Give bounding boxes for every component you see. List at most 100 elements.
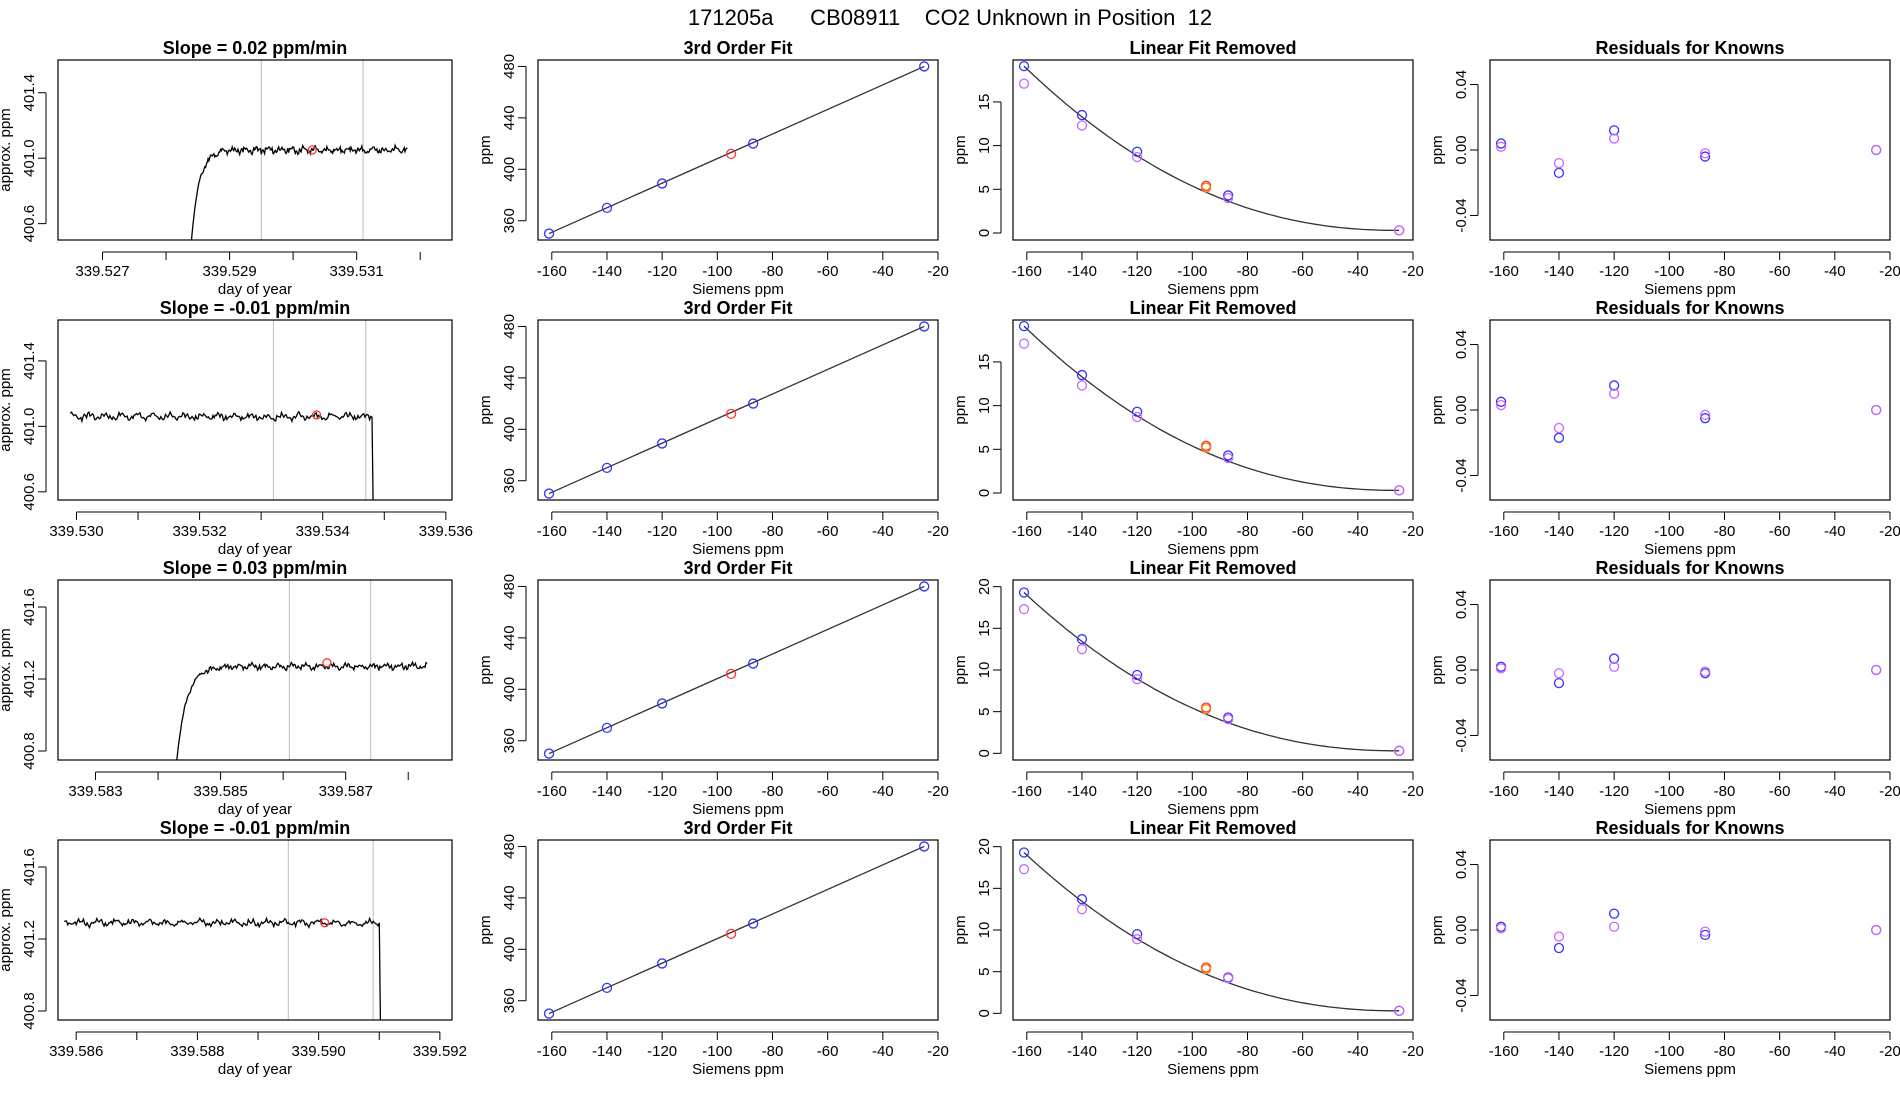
y-tick-label: 0 bbox=[976, 749, 993, 757]
figure-title: 171205a CB08911 CO2 Unknown in Position … bbox=[687, 5, 1213, 30]
data-point bbox=[1608, 125, 1620, 136]
plot-area bbox=[190, 143, 408, 240]
x-tick-label: -160 bbox=[1489, 1043, 1519, 1060]
data-point bbox=[1076, 644, 1088, 655]
data-point bbox=[1495, 141, 1507, 152]
plot-frame bbox=[57, 319, 453, 501]
x-tick-label: -100 bbox=[702, 783, 732, 800]
x-tick-label: -20 bbox=[927, 783, 949, 800]
data-point bbox=[748, 138, 759, 149]
data-point bbox=[1223, 452, 1234, 464]
data-point bbox=[1223, 190, 1234, 201]
data-point bbox=[1018, 587, 1030, 598]
y-tick-label: 400 bbox=[501, 677, 518, 702]
panel-2-0: Slope = 0.03 ppm/min 339.583 339.585 339.58… bbox=[0, 558, 453, 818]
data-point bbox=[601, 982, 613, 994]
sample-marker bbox=[320, 918, 330, 928]
panel-title: Slope = -0.01 ppm/min bbox=[160, 298, 351, 318]
x-tick-label: -20 bbox=[1402, 263, 1424, 280]
x-axis-label: Siemens ppm bbox=[1644, 1061, 1736, 1078]
x-tick-label: -160 bbox=[1489, 523, 1519, 540]
data-point bbox=[1131, 674, 1143, 685]
y-axis-label: approx. ppm bbox=[0, 108, 14, 191]
x-axis-label: Siemens ppm bbox=[1167, 541, 1259, 558]
data-point bbox=[601, 202, 613, 214]
x-tick-label: -80 bbox=[762, 523, 784, 540]
data-point bbox=[601, 462, 613, 474]
x-tick-label: -60 bbox=[817, 1043, 839, 1060]
x-tick-label: 339.586 bbox=[49, 1043, 103, 1060]
fit-curve bbox=[1023, 852, 1400, 1012]
data-point bbox=[1553, 432, 1565, 443]
plot-area bbox=[543, 61, 930, 239]
data-point bbox=[1076, 109, 1088, 121]
data-point bbox=[725, 928, 737, 940]
data-point bbox=[919, 61, 930, 72]
x-tick-label: -60 bbox=[1769, 523, 1791, 540]
x-tick-label: -40 bbox=[1347, 1043, 1369, 1060]
data-point bbox=[1018, 60, 1030, 72]
fit-line bbox=[548, 845, 925, 1015]
x-tick-label: -20 bbox=[1879, 523, 1900, 540]
x-axis-label: Siemens ppm bbox=[1167, 1061, 1259, 1078]
data-point bbox=[1223, 714, 1234, 725]
y-tick-label: 15 bbox=[976, 880, 993, 897]
x-tick-label: -100 bbox=[1177, 263, 1207, 280]
data-point bbox=[1553, 668, 1565, 679]
x-tick-label: -140 bbox=[1544, 263, 1574, 280]
x-tick-label: 339.590 bbox=[292, 1043, 346, 1060]
plot-frame bbox=[57, 839, 453, 1021]
y-axis-label: ppm bbox=[952, 395, 969, 424]
plot-frame bbox=[537, 579, 939, 761]
panel-title: Residuals for Knowns bbox=[1595, 818, 1784, 838]
data-point bbox=[1200, 182, 1212, 193]
data-point bbox=[919, 841, 930, 852]
panel-0-0: Slope = 0.02 ppm/min 339.527 339.529 339.53… bbox=[0, 38, 453, 298]
data-point bbox=[1131, 669, 1143, 681]
x-tick-label: -140 bbox=[1067, 783, 1097, 800]
x-tick-label: -60 bbox=[817, 783, 839, 800]
data-point bbox=[1553, 157, 1565, 169]
plot-area bbox=[1495, 653, 1882, 689]
panel-1-2: Linear Fit Removed -160 -140 -120 -100 -80 -60… bbox=[952, 298, 1424, 558]
data-point bbox=[1018, 604, 1030, 615]
y-tick-label: 0 bbox=[976, 1009, 993, 1017]
x-tick-label: -60 bbox=[1769, 263, 1791, 280]
plot-frame bbox=[537, 839, 939, 1021]
plot-area bbox=[1495, 380, 1882, 443]
y-tick-label: 400 bbox=[501, 937, 518, 962]
y-tick-label: -0.04 bbox=[1453, 458, 1470, 492]
x-tick-label: -100 bbox=[1177, 1043, 1207, 1060]
x-tick-label: 339.529 bbox=[202, 263, 256, 280]
data-point bbox=[1495, 138, 1507, 149]
data-point bbox=[1394, 1005, 1405, 1016]
panel-title: 3rd Order Fit bbox=[683, 818, 792, 838]
x-tick-label: -60 bbox=[1769, 783, 1791, 800]
y-tick-label: 440 bbox=[501, 625, 518, 650]
x-tick-label: -80 bbox=[1714, 1043, 1736, 1060]
data-point bbox=[725, 408, 737, 420]
x-tick-label: -40 bbox=[1824, 783, 1846, 800]
data-point bbox=[1018, 864, 1030, 875]
x-tick-label: -160 bbox=[1012, 1043, 1042, 1060]
x-tick-label: -140 bbox=[1544, 783, 1574, 800]
data-point bbox=[1076, 369, 1088, 381]
data-point bbox=[1018, 320, 1030, 332]
data-point bbox=[1608, 380, 1620, 391]
data-point bbox=[1394, 225, 1405, 236]
x-tick-label: -40 bbox=[872, 263, 894, 280]
x-axis-label: Siemens ppm bbox=[1167, 281, 1259, 298]
y-tick-label: 5 bbox=[976, 185, 993, 193]
y-tick-label: 400.8 bbox=[21, 992, 38, 1030]
data-point bbox=[1608, 921, 1620, 932]
data-point bbox=[1495, 396, 1507, 407]
x-tick-label: -40 bbox=[1824, 523, 1846, 540]
x-tick-label: -120 bbox=[647, 523, 677, 540]
x-tick-label: -20 bbox=[1402, 783, 1424, 800]
data-point bbox=[1553, 942, 1565, 954]
plot-area bbox=[1495, 908, 1882, 954]
data-point bbox=[1223, 450, 1234, 461]
x-tick-label: -140 bbox=[1067, 1043, 1097, 1060]
y-tick-label: 400 bbox=[501, 157, 518, 182]
y-tick-label: 0 bbox=[976, 489, 993, 497]
